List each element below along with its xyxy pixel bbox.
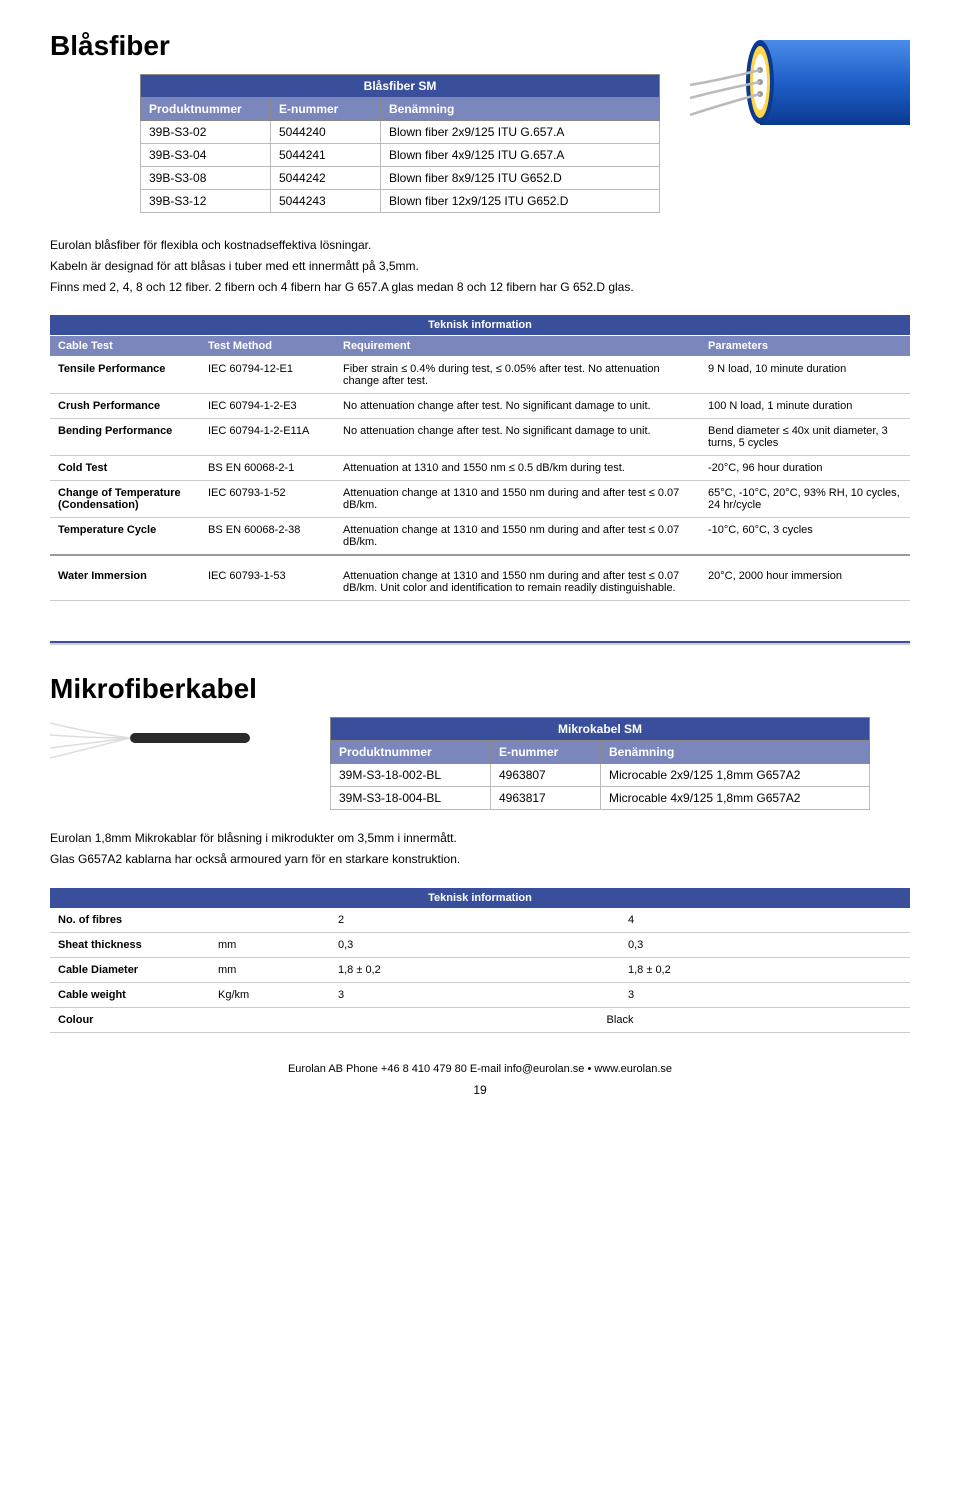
table1-title: Blåsfiber SM: [141, 75, 660, 98]
table-row: Bending PerformanceIEC 60794-1-2-E11ANo …: [50, 419, 910, 456]
col-produktnummer: Produktnummer: [141, 98, 271, 121]
table-row: No. of fibres24: [50, 908, 910, 933]
table-row: Sheat thicknessmm0,30,3: [50, 932, 910, 957]
table2-title: Mikrokabel SM: [331, 718, 870, 741]
col-cabletest: Cable Test: [50, 336, 200, 357]
fiber-cable-image: [690, 30, 910, 150]
tech-info-table: Teknisk information Cable Test Test Meth…: [50, 315, 910, 601]
spec-title: Teknisk information: [50, 888, 910, 908]
section1-desc: Eurolan blåsfiber för flexibla och kostn…: [50, 237, 910, 295]
col-enummer: E-nummer: [491, 741, 601, 764]
blasfiber-product-table: Blåsfiber SM Produktnummer E-nummer Benä…: [140, 74, 660, 213]
desc-line: Eurolan 1,8mm Mikrokablar för blåsning i…: [50, 830, 910, 847]
desc-line: Glas G657A2 kablarna har också armoured …: [50, 851, 910, 868]
spec-table: Teknisk information No. of fibres24 Shea…: [50, 888, 910, 1033]
divider: [50, 641, 910, 643]
col-benamning: Benämning: [381, 98, 660, 121]
col-benamning: Benämning: [601, 741, 870, 764]
section-mikrofiberkabel: Mikrofiberkabel Mikrokabel SM Produktnum…: [50, 673, 910, 810]
table-row: Cold TestBS EN 60068-2-1Attenuation at 1…: [50, 456, 910, 481]
table-row: Tensile PerformanceIEC 60794-12-E1Fiber …: [50, 357, 910, 394]
table-row: Cable weightKg/km33: [50, 982, 910, 1007]
col-parameters: Parameters: [700, 336, 910, 357]
section-blasfiber: Blåsfiber Blåsfiber SM Produk: [50, 30, 910, 213]
table-row: Temperature CycleBS EN 60068-2-38Attenua…: [50, 518, 910, 556]
desc-line: Kabeln är designad för att blåsas i tube…: [50, 258, 910, 275]
table-row: 39B-S3-085044242Blown fiber 8x9/125 ITU …: [141, 167, 660, 190]
tech-title: Teknisk information: [50, 315, 910, 336]
desc-line: Finns med 2, 4, 8 och 12 fiber. 2 fibern…: [50, 279, 910, 296]
mikro-cable-image: [50, 713, 250, 763]
footer-text: Eurolan AB Phone +46 8 410 479 80 E-mail…: [50, 1063, 910, 1075]
desc-line: Eurolan blåsfiber för flexibla och kostn…: [50, 237, 910, 254]
mikro-product-table: Mikrokabel SM Produktnummer E-nummer Ben…: [330, 717, 870, 810]
table-row: Change of Temperature (Condensation)IEC …: [50, 481, 910, 518]
table-row: ColourBlack: [50, 1007, 910, 1032]
table-row: 39B-S3-025044240Blown fiber 2x9/125 ITU …: [141, 121, 660, 144]
table-row: Cable Diametermm1,8 ± 0,21,8 ± 0,2: [50, 957, 910, 982]
col-testmethod: Test Method: [200, 336, 335, 357]
section2-title: Mikrofiberkabel: [50, 673, 910, 705]
table-row: 39B-S3-125044243Blown fiber 12x9/125 ITU…: [141, 190, 660, 213]
col-requirement: Requirement: [335, 336, 700, 357]
table-row: Crush PerformanceIEC 60794-1-2-E3No atte…: [50, 394, 910, 419]
col-produktnummer: Produktnummer: [331, 741, 491, 764]
table-row: 39M-S3-18-002-BL4963807Microcable 2x9/12…: [331, 764, 870, 787]
table-row: 39B-S3-045044241Blown fiber 4x9/125 ITU …: [141, 144, 660, 167]
page-number: 19: [50, 1083, 910, 1097]
table-row: 39M-S3-18-004-BL4963817Microcable 4x9/12…: [331, 787, 870, 810]
section2-desc: Eurolan 1,8mm Mikrokablar för blåsning i…: [50, 830, 910, 868]
table-row: Water ImmersionIEC 60793-1-53Attenuation…: [50, 555, 910, 601]
col-enummer: E-nummer: [271, 98, 381, 121]
